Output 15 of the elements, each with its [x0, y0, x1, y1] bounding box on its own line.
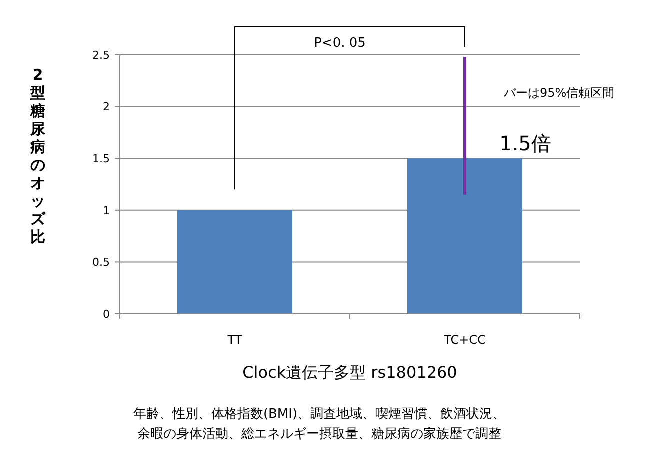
- text: P<0. 05: [314, 36, 366, 51]
- y-tick-label: 1: [103, 204, 110, 218]
- x-axis-title: Clock遺伝子多型 rs1801260: [242, 363, 458, 382]
- text: 年齢、性別、体格指数(BMI)、調査地域、喫煙習慣、飲酒状況、: [133, 407, 506, 422]
- x-tick-label: TT: [226, 333, 243, 347]
- text: 余暇の身体活動、総エネルギー摂取量、糖尿病の家族歴で調整: [138, 426, 502, 442]
- y-tick-label: 0.5: [92, 256, 110, 270]
- y-tick-label: 1.5: [92, 152, 110, 166]
- data-label: 1.5倍: [500, 132, 552, 156]
- x-tick-label: TC+CC: [443, 333, 486, 347]
- text: 2型糖尿病のオッズ比: [30, 66, 46, 246]
- y-tick-label: 0: [103, 308, 110, 321]
- y-tick-label: 2: [103, 100, 110, 114]
- y-tick-label: 2.5: [92, 48, 110, 62]
- annotation: バーは95%信頼区間: [503, 86, 615, 100]
